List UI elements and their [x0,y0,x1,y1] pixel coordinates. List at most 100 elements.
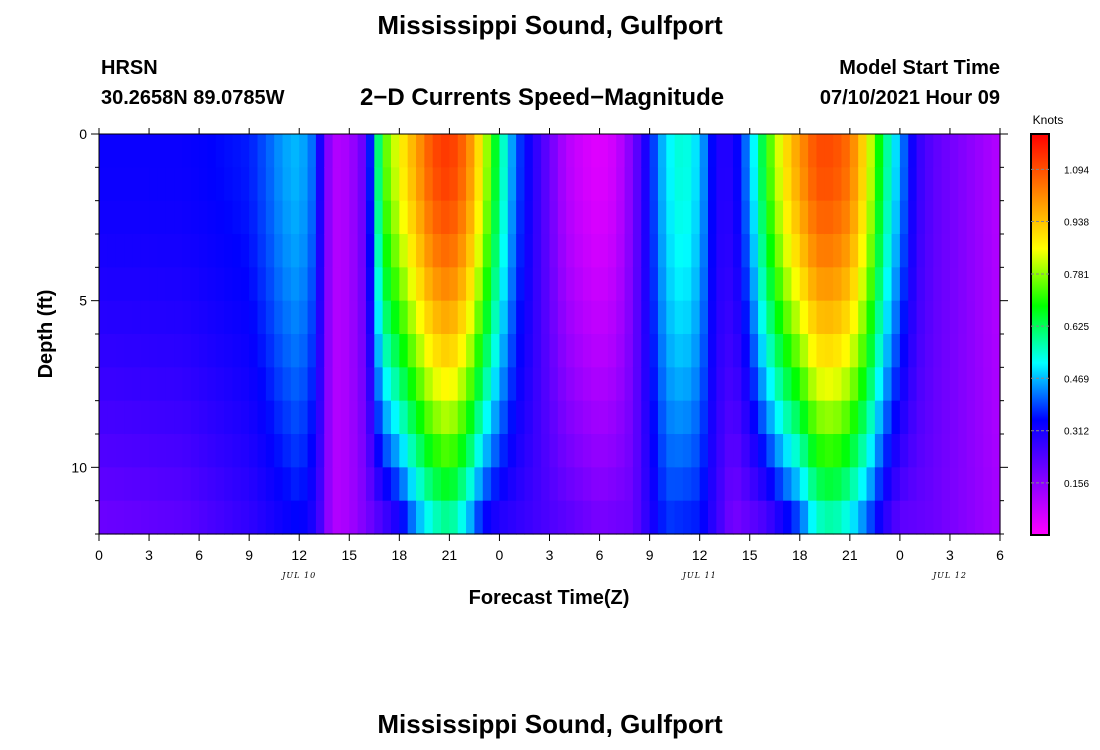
heatmap-cell [566,200,576,235]
x-tick-label: 9 [646,547,654,563]
heatmap-cell [282,434,292,468]
heatmap-cell [407,434,417,468]
heatmap-cell [516,500,526,535]
heatmap-cell [257,334,267,368]
heatmap-cell [232,400,242,435]
heatmap-cell [416,500,425,535]
station-coordinates: 30.2658N 89.0785W [101,87,285,109]
heatmap-cell [274,300,284,335]
heatmap-cell [899,334,909,368]
heatmap-cell [491,500,501,535]
heatmap-cell [941,134,951,168]
heatmap-cell [966,334,976,368]
heatmap-cell [991,334,1001,368]
heatmap-cell [240,500,250,535]
heatmap-cell [482,200,492,235]
heatmap-cell [891,367,901,402]
heatmap-cell [482,167,492,202]
heatmap-cell [249,467,259,502]
heatmap-cell [974,467,984,502]
heatmap-cell [799,500,809,535]
heatmap-cell [582,234,592,268]
heatmap-cell [207,167,217,202]
heatmap-cell [290,367,300,402]
heatmap-cell [416,467,425,502]
heatmap-cell [649,467,659,502]
heatmap-cell [716,334,726,368]
heatmap-cell [215,400,225,435]
heatmap-cell [624,500,634,535]
heatmap-cell [991,234,1001,268]
heatmap-cell [190,367,200,402]
heatmap-cell [591,234,601,268]
heatmap-cell [541,400,551,435]
heatmap-cell [232,300,242,335]
heatmap-cell [107,500,117,535]
heatmap-cell [591,300,601,335]
heatmap-cell [599,500,609,535]
heatmap-cell [441,334,450,368]
heatmap-cell [340,367,350,402]
heatmap-cell [607,500,617,535]
heatmap-cell [591,167,601,202]
heatmap-cell [324,200,334,235]
heatmap-cell [215,434,225,468]
x-tick-label: 21 [442,547,458,563]
heatmap-cell [182,234,192,268]
heatmap-cell [808,434,818,468]
heatmap-cell [332,467,342,502]
heatmap-cell [315,467,325,502]
heatmap-cell [891,467,901,502]
heatmap-cell [541,167,551,202]
heatmap-cell [599,434,609,468]
heatmap-cell [107,434,117,468]
heatmap-cell [599,300,609,335]
heatmap-cell [382,167,392,202]
heatmap-cell [157,367,167,402]
heatmap-cell [174,434,184,468]
heatmap-cell [974,234,984,268]
heatmap-cell [557,267,567,302]
heatmap-cell [257,434,267,468]
heatmap-cell [190,500,200,535]
heatmap-cell [140,234,150,268]
heatmap-cell [199,400,209,435]
heatmap-cell [858,500,868,535]
heatmap-cell [257,234,267,268]
heatmap-cell [274,367,284,402]
heatmap-cell [424,400,434,435]
heatmap-cell [265,167,275,202]
heatmap-cell [824,300,834,335]
heatmap-cell [582,334,592,368]
heatmap-cell [641,400,651,435]
heatmap-cell [808,134,818,168]
heatmap-cell [557,234,567,268]
heatmap-cell [215,267,225,302]
heatmap-cell [657,500,667,535]
heatmap-cell [916,134,926,168]
heatmap-cell [983,400,993,435]
heatmap-cell [516,134,526,168]
heatmap-cell [140,134,150,168]
heatmap-cell [124,334,133,368]
heatmap-cell [574,334,584,368]
heatmap-cell [841,500,851,535]
heatmap-cell [983,434,993,468]
heatmap-cell [532,334,542,368]
heatmap-cell [557,200,567,235]
heatmap-cell [124,400,133,435]
heatmap-cell [891,434,901,468]
heatmap-cell [741,467,751,502]
heatmap-cell [140,500,150,535]
heatmap-cell [132,367,142,402]
heatmap-cell [708,267,717,302]
heatmap-cell [824,367,834,402]
heatmap-cell [849,267,859,302]
heatmap-cells [99,134,1001,535]
heatmap-cell [390,500,400,535]
heatmap-cell [766,334,776,368]
heatmap-cell [582,367,592,402]
heatmap-cell [783,400,793,435]
heatmap-cell [482,434,492,468]
heatmap-cell [858,367,868,402]
